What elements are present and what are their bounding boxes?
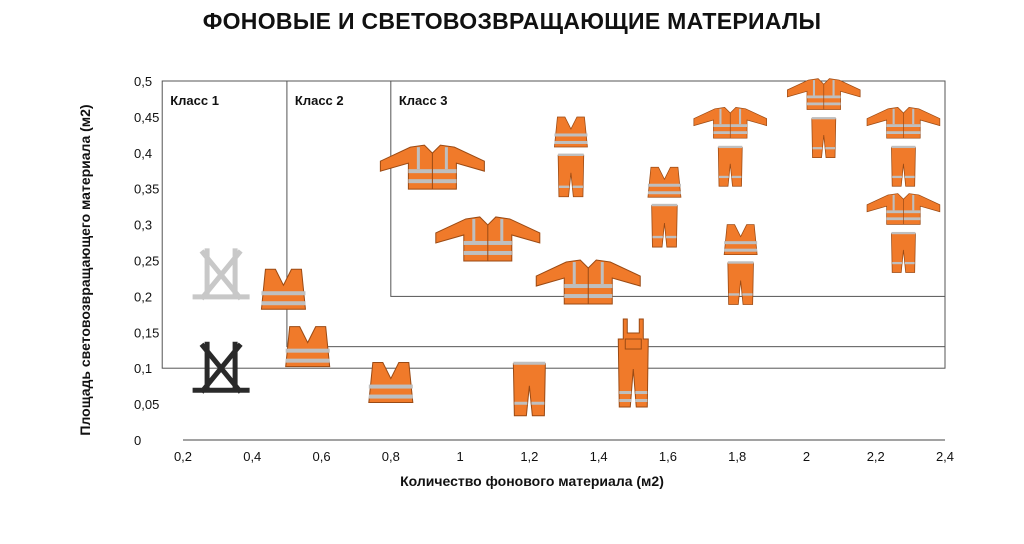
y-tick-label: 0,15 xyxy=(134,325,159,340)
x-tick-label: 2 xyxy=(803,449,810,464)
garment-vest-icon xyxy=(260,268,306,310)
x-tick-label: 0,8 xyxy=(382,449,400,464)
class-label: Класс 1 xyxy=(170,93,219,108)
garment-jacket-icon xyxy=(379,144,485,190)
class-region-2 xyxy=(286,80,946,348)
garment-jacket-and-trousers-icon xyxy=(693,107,768,187)
x-tick-label: 1 xyxy=(456,449,463,464)
x-tick-label: 0,2 xyxy=(174,449,192,464)
y-tick-label: 0,45 xyxy=(134,110,159,125)
y-tick-label: 0,05 xyxy=(134,397,159,412)
x-tick-label: 2,4 xyxy=(936,449,954,464)
garment-jacket-icon xyxy=(435,216,541,262)
x-tick-label: 1,6 xyxy=(659,449,677,464)
y-tick-label: 0,35 xyxy=(134,182,159,197)
y-tick-label: 0 xyxy=(134,433,141,448)
garment-harness-icon xyxy=(192,248,250,301)
garment-jacket-and-trousers-icon xyxy=(866,193,941,273)
garment-harness-icon xyxy=(192,341,250,394)
y-tick-label: 0,2 xyxy=(134,289,152,304)
x-tick-label: 0,4 xyxy=(243,449,261,464)
class-region-3 xyxy=(390,80,946,297)
garment-jacket-icon xyxy=(535,259,641,305)
garment-bib-overalls-icon xyxy=(617,318,649,408)
garment-vest-and-trousers-icon xyxy=(554,116,588,198)
chart-title: ФОНОВЫЕ И СВЕТОВОЗВРАЩАЮЩИЕ МАТЕРИАЛЫ xyxy=(202,8,822,34)
x-tick-label: 0,6 xyxy=(313,449,331,464)
y-tick-label: 0,3 xyxy=(134,218,152,233)
garment-vest-and-trousers-icon xyxy=(723,224,758,305)
x-tick-label: 1,8 xyxy=(728,449,746,464)
x-tick-label: 2,2 xyxy=(867,449,885,464)
y-tick-label: 0,1 xyxy=(134,361,152,376)
garment-trousers-icon xyxy=(512,361,546,417)
y-tick-label: 0,4 xyxy=(134,146,152,161)
garment-vest-icon xyxy=(368,362,414,404)
class-label: Класс 2 xyxy=(295,93,344,108)
garment-vest-and-trousers-icon xyxy=(647,166,682,248)
class-label: Класс 3 xyxy=(399,93,448,108)
x-axis-label: Количество фонового материала (м2) xyxy=(400,473,664,489)
garment-jacket-and-trousers-icon xyxy=(866,107,941,187)
x-tick-label: 1,4 xyxy=(590,449,608,464)
y-tick-label: 0,25 xyxy=(134,254,159,269)
garment-vest-icon xyxy=(285,326,331,368)
garment-jacket-and-trousers-icon xyxy=(787,78,861,158)
x-tick-label: 1,2 xyxy=(520,449,538,464)
y-tick-label: 0,5 xyxy=(134,74,152,89)
